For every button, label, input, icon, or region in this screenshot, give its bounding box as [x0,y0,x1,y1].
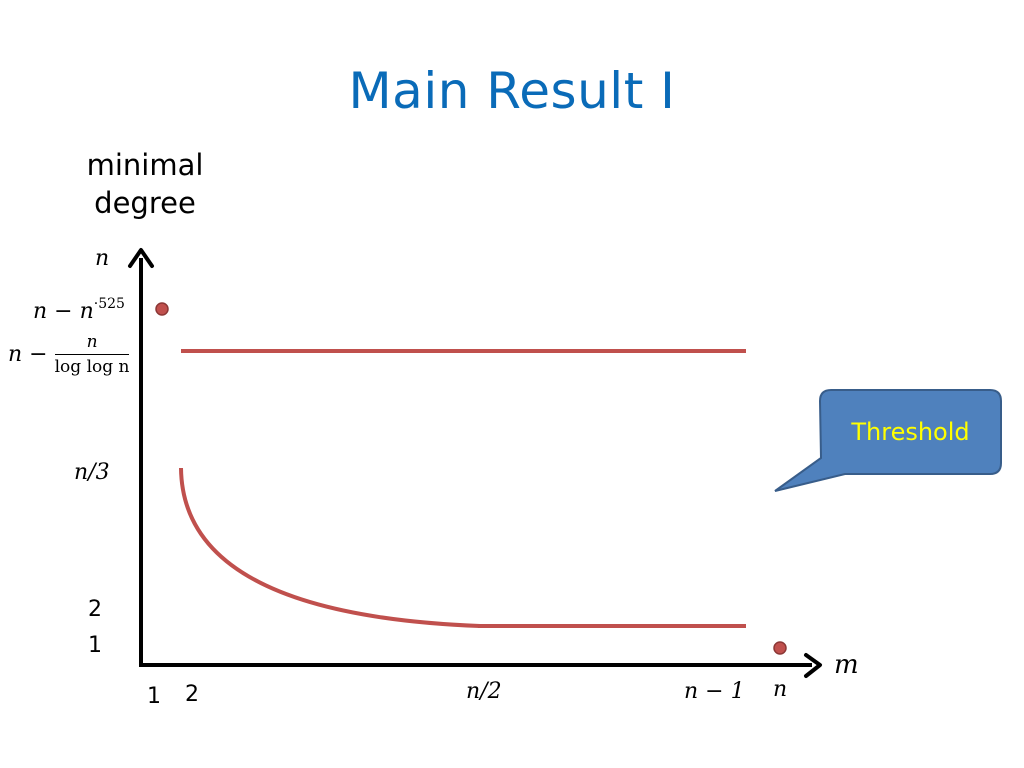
threshold-callout-label: Threshold [851,418,970,446]
y-tick-n-minus-frac: n − n log log n [8,332,130,377]
x-tick-2: 2 [185,682,199,707]
y-axis-label-line1: minimal [86,148,204,182]
y-tick-2: 2 [88,597,102,622]
y-axis-label: minimal degree [70,146,220,222]
x-tick-n-minus-1: n − 1 [684,679,745,704]
y-tick-power-exponent: ·525 [93,296,125,312]
x-axis-arrowhead [804,653,822,678]
callout-bubble [774,389,1002,492]
y-tick-frac-denominator: log log n [54,357,130,377]
y-tick-frac-numerator: n [54,332,130,355]
slide-title: Main Result I [348,62,676,120]
y-axis-arrowhead [128,248,154,268]
decreasing-threshold-curve [179,467,481,628]
y-tick-n-over-3: n/3 [74,460,110,485]
x-tick-n: n [773,677,788,702]
y-axis-label-line2: degree [94,186,196,220]
y-tick-fraction: n log log n [54,332,130,377]
point-mn [773,641,787,655]
y-tick-n-minus-power-base: n − n [33,299,94,324]
y-tick-1: 1 [88,633,102,658]
x-tick-n-over-2: n/2 [466,679,502,704]
y-tick-n-minus-power: n − n·525 [33,296,125,324]
x-axis-label: m [834,650,859,680]
x-tick-1: 1 [147,684,161,709]
y-tick-frac-prefix: n − [8,342,48,367]
y-tick-n: n [95,246,110,271]
point-m1 [155,302,169,316]
